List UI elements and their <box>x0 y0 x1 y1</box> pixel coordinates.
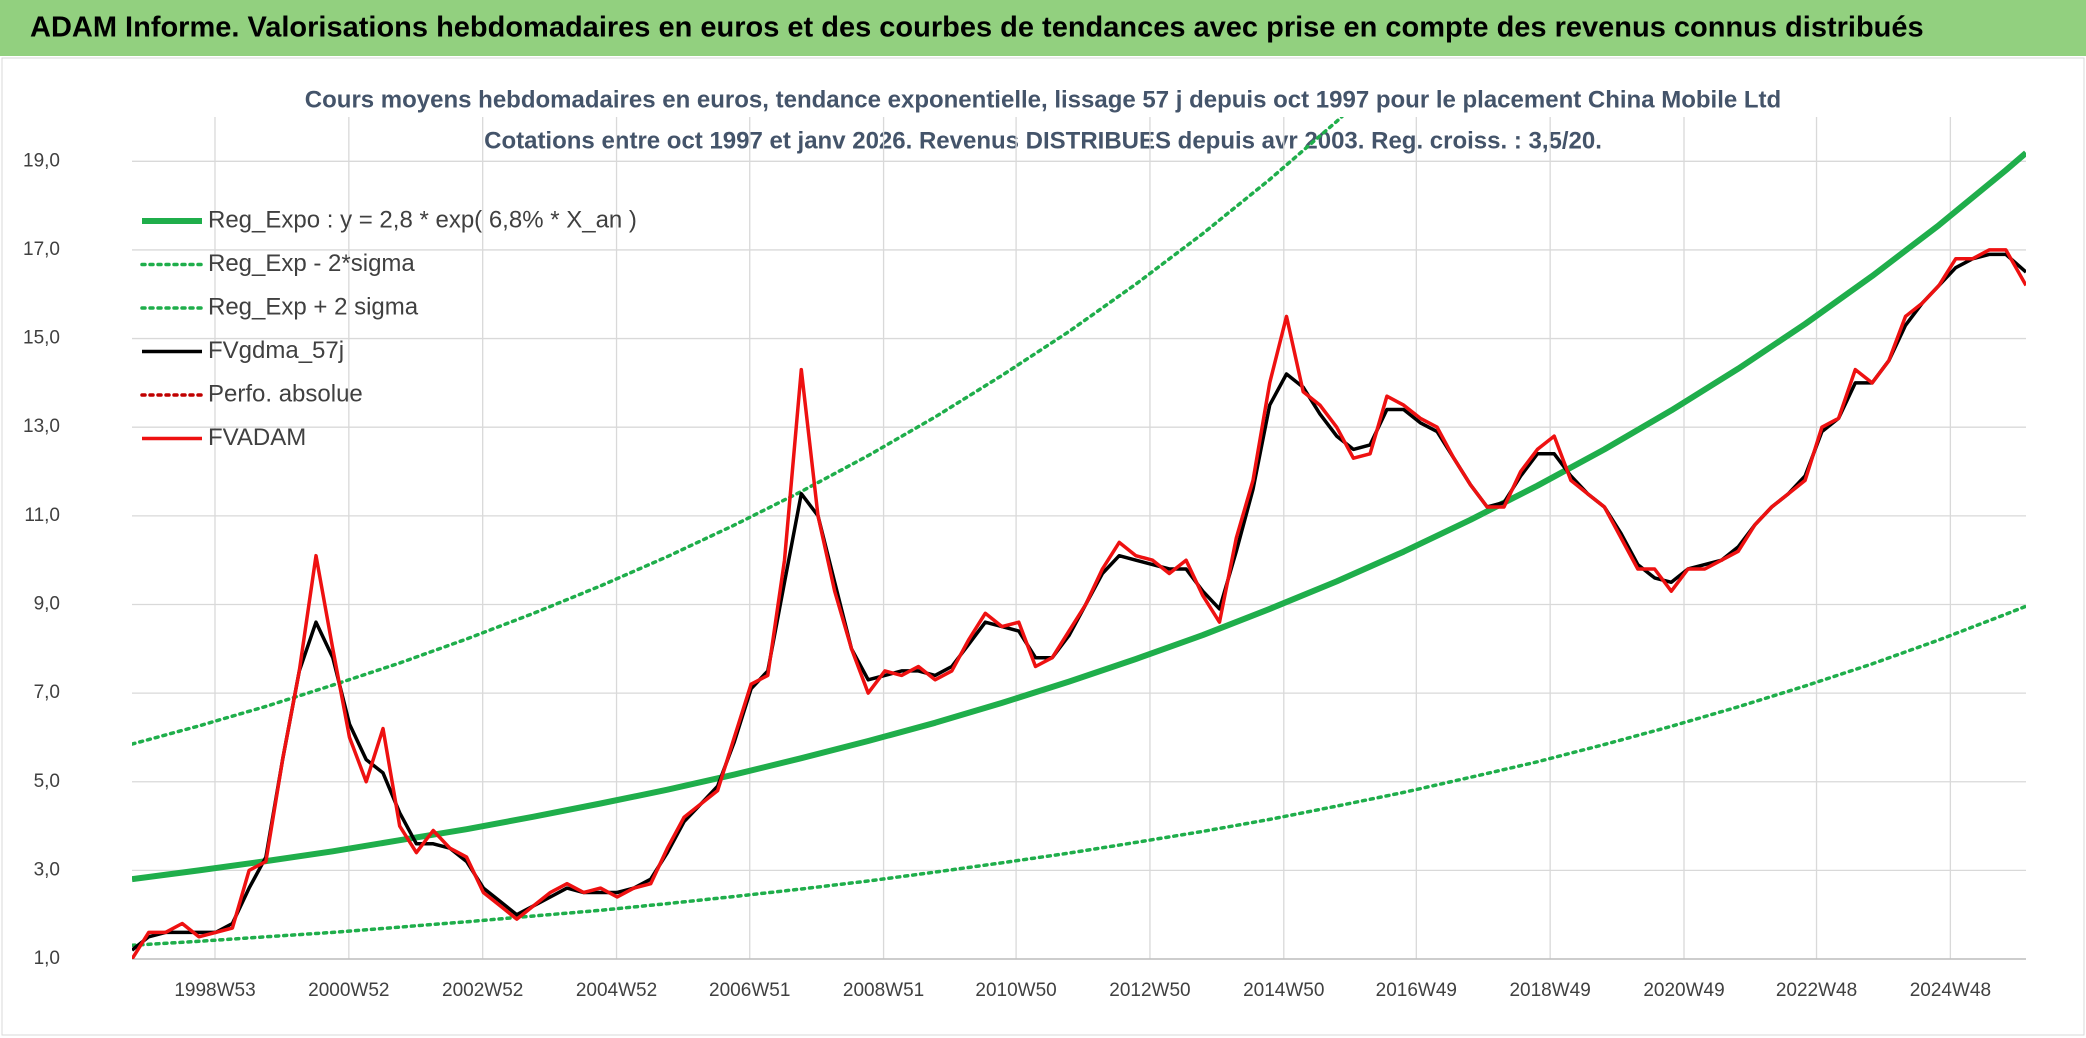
x-tick-label: 2004W52 <box>576 980 657 1001</box>
series-line <box>132 604 2026 948</box>
x-tick-label: 2014W50 <box>1243 980 1324 1001</box>
y-tick-label: 9,0 <box>34 593 60 614</box>
series-line <box>132 248 2026 959</box>
series-line <box>132 150 2026 883</box>
x-tick-label: 2016W49 <box>1376 980 1457 1001</box>
y-tick-label: 13,0 <box>23 416 60 437</box>
legend-label: Reg_Exp - 2*sigma <box>208 250 415 277</box>
x-tick-label: 2012W50 <box>1109 980 1190 1001</box>
x-tick-label: 2020W49 <box>1643 980 1724 1001</box>
y-tick-label: 7,0 <box>34 682 60 703</box>
header-bar <box>0 0 2086 56</box>
x-tick-label: 2002W52 <box>442 980 523 1001</box>
legend: Reg_Expo : y = 2,8 * exp( 6,8% * X_an ) R… <box>140 206 637 451</box>
header-title: ADAM Informe. Valorisations hebdomadaire… <box>30 12 1924 44</box>
x-tick-label: 2008W51 <box>843 980 924 1001</box>
chart-frame <box>1 57 2085 1036</box>
series-line <box>132 117 1345 746</box>
y-tick-label: 11,0 <box>24 505 60 526</box>
x-tick-label: 1998W53 <box>174 980 255 1001</box>
x-tick-label: 2022W48 <box>1776 980 1857 1001</box>
grid: 1,0 3,0 5,0 7,0 9,0 11,0 13,0 15,0 17,0 19,0 1998W… <box>23 117 2026 1001</box>
y-tick-label: 5,0 <box>34 771 60 792</box>
y-tick-label: 19,0 <box>23 150 60 171</box>
chart-subtitle: Cotations entre oct 1997 et janv 2026. R… <box>484 127 1602 154</box>
y-tick-label: 1,0 <box>34 948 60 969</box>
legend-label: FVgdma_57j <box>208 337 344 364</box>
x-tick-label: 2006W51 <box>709 980 790 1001</box>
x-tick-label: 2000W52 <box>308 980 389 1001</box>
plot <box>132 117 2026 959</box>
legend-label: Reg_Exp + 2 sigma <box>208 293 419 320</box>
y-tick-label: 3,0 <box>34 859 60 880</box>
chart-title: Cours moyens hebdomadaires en euros, ten… <box>305 86 1781 113</box>
legend-label: Reg_Expo : y = 2,8 * exp( 6,8% * X_an ) <box>208 206 637 233</box>
x-tick-label: 2024W48 <box>1910 980 1991 1001</box>
x-tick-label: 2010W50 <box>975 980 1056 1001</box>
x-tick-label: 2018W49 <box>1509 980 1590 1001</box>
y-tick-label: 15,0 <box>23 328 60 349</box>
y-tick-label: 17,0 <box>23 239 60 260</box>
legend-label: FVADAM <box>208 424 306 451</box>
legend-label: Perfo. absolue <box>208 380 363 407</box>
